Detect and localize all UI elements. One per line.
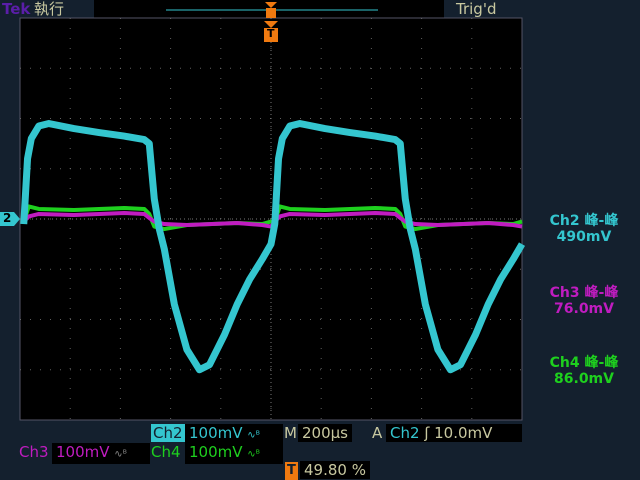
bandwidth-limit-icon: ∿ᴮ [247, 449, 260, 460]
trigger-marker-label: T [267, 27, 275, 40]
trigger-position-marker: T [285, 462, 298, 480]
trigger-status: Trig'd [456, 0, 497, 18]
grid-lines [20, 18, 522, 420]
ch3-scale[interactable]: 100mV ∿ᴮ [52, 443, 150, 464]
ch4-button[interactable]: Ch4 [151, 443, 181, 461]
ch2-ground-marker[interactable] [0, 212, 20, 226]
trigger-prefix: A [372, 424, 383, 442]
trigger-position-icon [265, 2, 277, 18]
rising-edge-icon: ʃ [424, 424, 430, 442]
waveforms [20, 120, 526, 374]
measurement-ch4: Ch4 峰-峰 86.0mV [549, 355, 619, 387]
ch2-button[interactable]: Ch2 [151, 424, 185, 442]
measurement-ch2: Ch2 峰-峰 490mV [549, 213, 619, 245]
ch3-button[interactable]: Ch3 [19, 443, 49, 461]
trigger-position[interactable]: 49.80 % [300, 461, 370, 479]
ch2-scale[interactable]: 100mV ∿ᴮ [185, 424, 283, 445]
run-status: 執行 [34, 0, 65, 18]
trigger-settings[interactable]: Ch2 ʃ 10.0mV [386, 424, 522, 442]
bandwidth-limit-icon: ∿ᴮ [247, 430, 260, 441]
ch4-scale[interactable]: 100mV ∿ᴮ [185, 443, 283, 464]
ch2-marker-label: 2 [3, 211, 12, 225]
trace-ch2 [20, 120, 526, 374]
measurement-ch3: Ch3 峰-峰 76.0mV [549, 285, 619, 317]
bandwidth-limit-icon: ∿ᴮ [114, 449, 127, 460]
brand-logo: Tek [2, 0, 31, 18]
trigger-marker-icon [264, 21, 278, 42]
timebase-prefix: M [284, 424, 297, 442]
timebase[interactable]: 200µs [298, 424, 352, 442]
